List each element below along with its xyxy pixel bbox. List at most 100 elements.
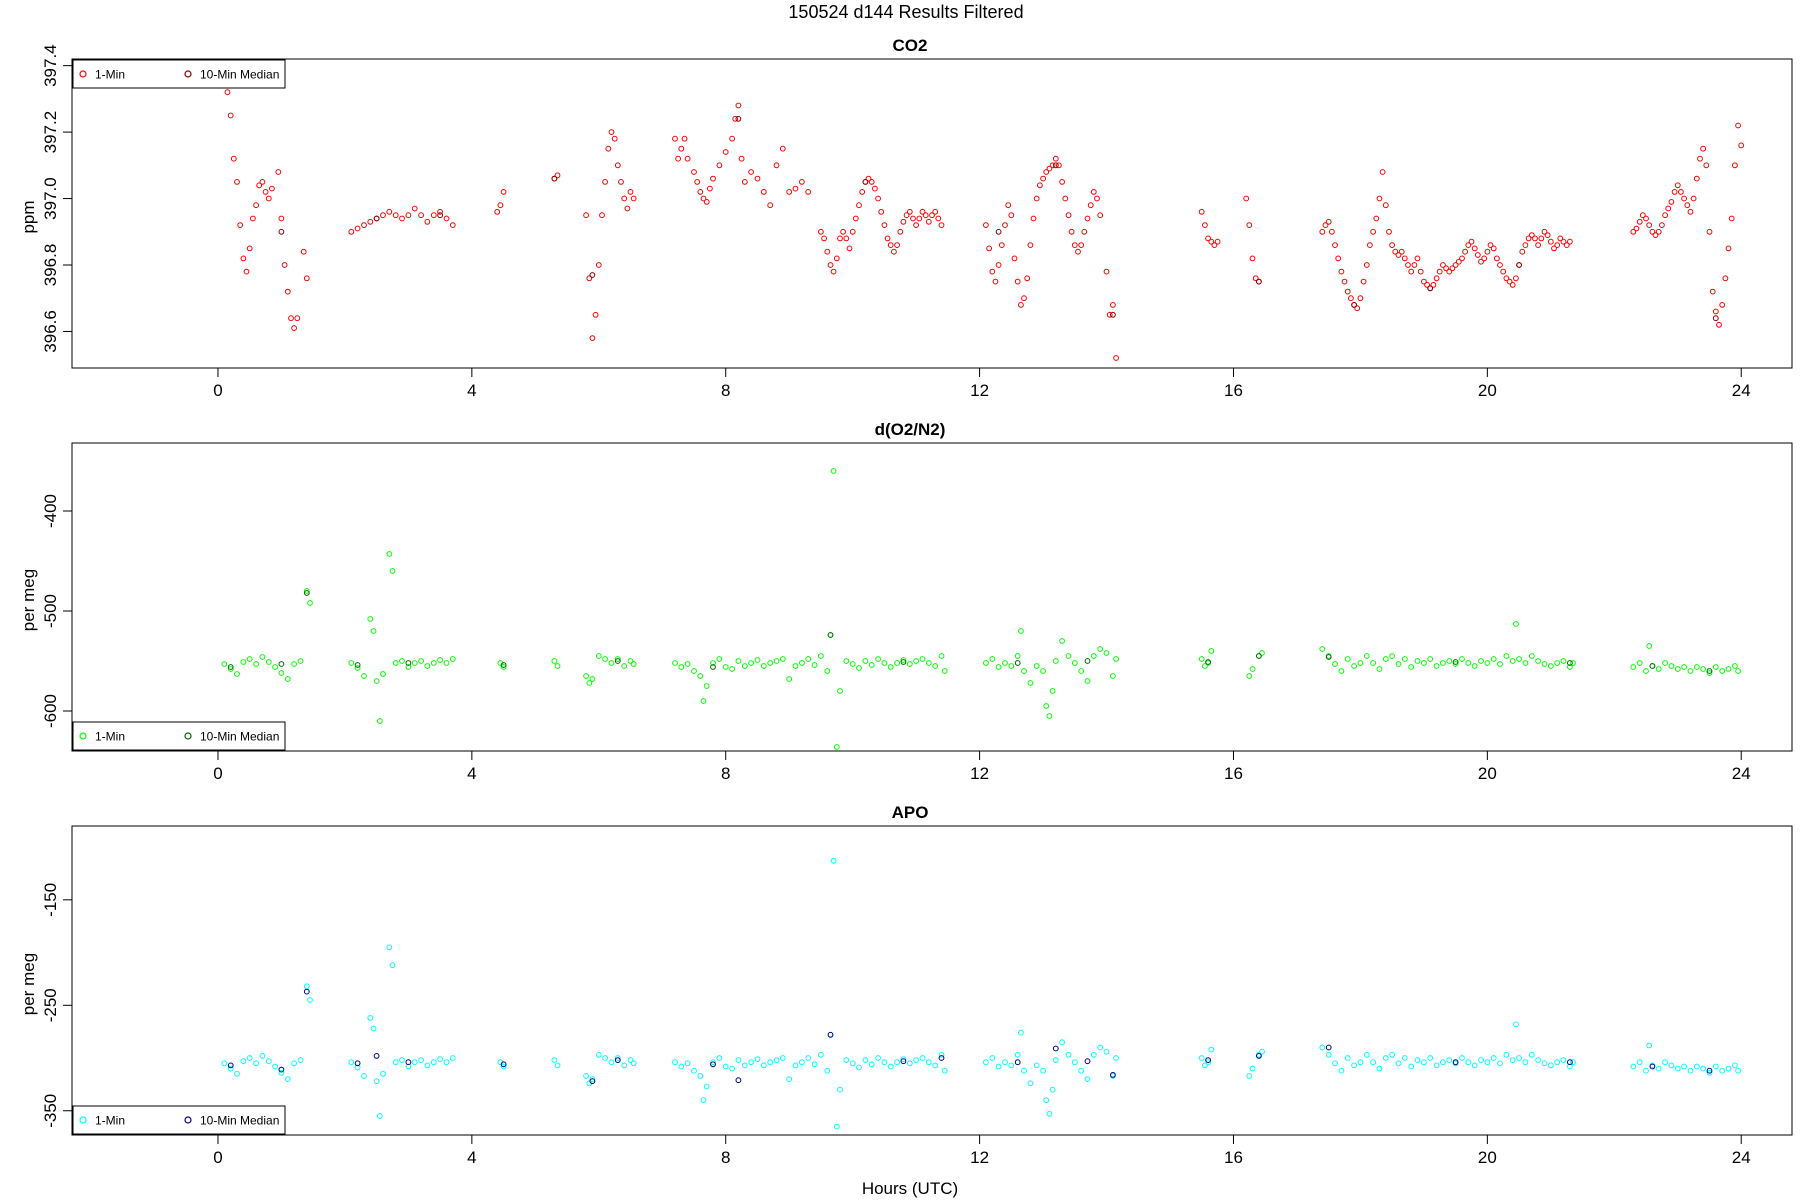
co2-one-min-point bbox=[1106, 311, 1113, 318]
o2n2-x-tick-label: 0 bbox=[213, 764, 222, 783]
co2-median-point bbox=[735, 115, 742, 122]
o2n2-one-min-point bbox=[246, 656, 253, 662]
apo-one-min-point bbox=[234, 1070, 240, 1077]
apo-one-min-point bbox=[1421, 1059, 1427, 1066]
o2n2-y-tick-label: -500 bbox=[41, 594, 60, 628]
co2-one-min-point bbox=[1436, 268, 1443, 275]
o2n2-one-min-point bbox=[554, 663, 561, 669]
co2-one-min-point bbox=[1716, 321, 1722, 328]
co2-one-min-point bbox=[821, 235, 827, 242]
apo-median-point bbox=[303, 988, 310, 995]
apo-one-min-point bbox=[856, 1064, 862, 1071]
co2-one-min-point bbox=[1513, 275, 1519, 282]
o2n2-one-min-point bbox=[748, 660, 754, 666]
o2n2-one-min-point bbox=[297, 658, 304, 664]
o2n2-one-min-point bbox=[1452, 661, 1459, 667]
co2-one-min-point bbox=[405, 212, 412, 219]
co2-one-min-point bbox=[1360, 278, 1367, 285]
co2-one-min-point bbox=[1728, 215, 1735, 222]
o2n2-x-tick-label: 4 bbox=[467, 764, 476, 783]
o2n2-one-min-point bbox=[443, 660, 450, 666]
apo-one-min-point bbox=[1693, 1063, 1700, 1070]
co2-one-min-point bbox=[614, 162, 621, 169]
o2n2-x-tick-label: 20 bbox=[1478, 764, 1497, 783]
o2n2-median-point bbox=[278, 661, 285, 667]
co2-one-min-point bbox=[1376, 195, 1383, 202]
o2n2-one-min-point bbox=[361, 673, 367, 679]
co2-one-min-point bbox=[1674, 182, 1681, 189]
co2-one-min-point bbox=[392, 212, 399, 219]
o2n2-one-min-point bbox=[1043, 703, 1050, 709]
o2n2-one-min-point bbox=[1052, 658, 1059, 664]
apo-one-min-point bbox=[1395, 1060, 1402, 1067]
o2n2-one-min-point bbox=[1021, 668, 1027, 674]
o2n2-panel: d(O2/N2) per meg 0 4 8 12 16 20 24 -600 -500 -400… bbox=[19, 420, 1793, 783]
co2-y-tick-label: 396.6 bbox=[41, 310, 60, 353]
apo-one-min-point bbox=[303, 983, 310, 990]
apo-one-min-point bbox=[1363, 1051, 1370, 1058]
o2n2-one-min-point bbox=[983, 660, 989, 666]
co2-one-min-point bbox=[259, 179, 266, 185]
apo-one-min-point bbox=[894, 1059, 900, 1066]
o2n2-one-min-point bbox=[786, 676, 793, 682]
o2n2-median-point bbox=[303, 590, 310, 596]
co2-one-min-point bbox=[348, 228, 355, 235]
apo-one-min-point bbox=[1198, 1055, 1205, 1061]
apo-one-min-point bbox=[1090, 1051, 1097, 1058]
apo-one-min-point bbox=[361, 1073, 367, 1079]
o2n2-one-min-point bbox=[811, 662, 818, 668]
o2n2-one-min-point bbox=[1668, 663, 1675, 669]
apo-one-min-point bbox=[1732, 1062, 1738, 1069]
co2-one-min-point bbox=[1348, 295, 1354, 302]
apo-one-min-point bbox=[913, 1057, 919, 1063]
co2-one-min-point bbox=[1684, 202, 1691, 209]
co2-one-min-point bbox=[703, 199, 710, 205]
co2-one-min-point bbox=[1554, 242, 1561, 249]
o2n2-median-point bbox=[900, 659, 907, 665]
co2-one-min-point bbox=[1040, 175, 1046, 182]
o2n2-one-min-point bbox=[1674, 666, 1681, 672]
apo-one-min-point bbox=[307, 997, 313, 1003]
apo-one-min-point bbox=[906, 1060, 913, 1067]
o2n2-one-min-point bbox=[754, 657, 761, 663]
co2-one-min-point bbox=[716, 162, 723, 169]
co2-one-min-point bbox=[906, 208, 913, 215]
co2-one-min-point bbox=[887, 242, 894, 249]
co2-one-min-point bbox=[1373, 215, 1380, 222]
apo-one-min-point bbox=[608, 1059, 615, 1066]
apo-median-point bbox=[1014, 1059, 1021, 1066]
o2n2-one-min-point bbox=[551, 658, 558, 664]
co2-one-min-point bbox=[875, 195, 881, 202]
apo-one-min-point bbox=[278, 1069, 285, 1076]
apo-median-point bbox=[1452, 1059, 1459, 1066]
o2n2-one-min-point bbox=[405, 664, 412, 670]
co2-one-min-point bbox=[1455, 258, 1462, 265]
co2-one-min-point bbox=[1211, 242, 1218, 249]
co2-median-point bbox=[1052, 162, 1059, 169]
co2-one-min-point bbox=[256, 182, 263, 189]
co2-one-min-point bbox=[1452, 262, 1459, 268]
apo-median-point bbox=[1649, 1063, 1656, 1070]
co2-plot-frame bbox=[71, 58, 1793, 369]
o2n2-one-min-point bbox=[399, 658, 405, 664]
co2-one-min-point bbox=[849, 228, 856, 235]
apo-one-min-point bbox=[348, 1059, 355, 1066]
o2n2-one-min-point bbox=[1646, 643, 1653, 649]
apo-one-min-point bbox=[370, 1025, 377, 1032]
apo-one-min-point bbox=[253, 1060, 260, 1067]
o2n2-one-min-point bbox=[837, 688, 843, 694]
co2-one-min-point bbox=[449, 222, 456, 229]
co2-one-min-point bbox=[1528, 232, 1535, 239]
co2-one-min-point bbox=[624, 205, 631, 212]
co2-one-min-point bbox=[837, 235, 843, 242]
co2-one-min-point bbox=[1084, 215, 1091, 222]
o2n2-one-min-point bbox=[760, 663, 767, 669]
apo-one-min-point bbox=[1408, 1063, 1415, 1070]
co2-one-min-point bbox=[773, 162, 780, 169]
co2-one-min-point bbox=[1649, 228, 1656, 235]
co2-one-min-point bbox=[865, 175, 872, 182]
co2-one-min-point bbox=[694, 179, 701, 185]
o2n2-one-min-point bbox=[767, 660, 774, 666]
co2-y-tick-label: 396.8 bbox=[41, 244, 60, 287]
apo-one-min-point bbox=[1008, 1062, 1015, 1069]
